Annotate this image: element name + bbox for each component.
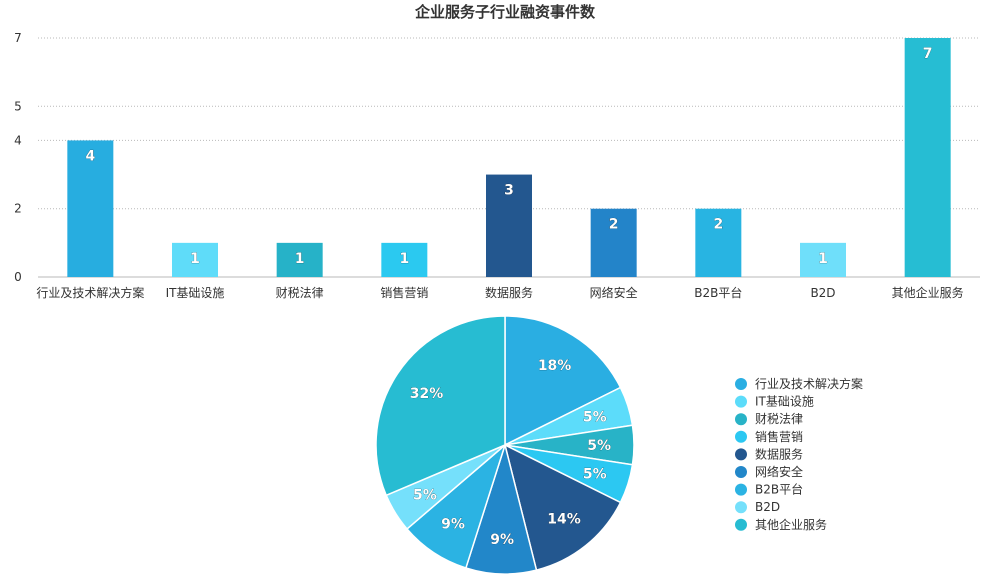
pie-slice-label: 9% bbox=[490, 532, 514, 548]
bar-value-label: 1 bbox=[399, 251, 409, 267]
bar-value-label: 1 bbox=[818, 251, 828, 267]
legend-marker bbox=[735, 483, 747, 496]
bar-value-label: 2 bbox=[713, 217, 723, 233]
legend-label: 销售营销 bbox=[755, 429, 803, 444]
legend-label: 行业及技术解决方案 bbox=[755, 376, 863, 391]
y-tick-label: 5 bbox=[14, 99, 22, 113]
pie-slice bbox=[375, 315, 506, 497]
pie-slice-label: 5% bbox=[583, 409, 607, 425]
y-tick-label: 4 bbox=[14, 133, 22, 147]
legend-marker bbox=[735, 378, 747, 390]
x-tick-label: 其他企业服务 bbox=[892, 285, 964, 300]
x-tick-label: 行业及技术解决方案 bbox=[36, 285, 144, 300]
bar-value-label: 1 bbox=[190, 251, 200, 267]
y-tick-label: 7 bbox=[14, 31, 22, 45]
bar-value-label: 1 bbox=[295, 251, 305, 267]
pie-slice-label: 18% bbox=[538, 358, 572, 374]
pie-slice-label: 5% bbox=[587, 438, 611, 454]
legend-label: 财税法律 bbox=[755, 412, 803, 426]
pie-slice bbox=[503, 443, 622, 572]
x-tick-label: 网络安全 bbox=[590, 285, 638, 300]
legend-label: 网络安全 bbox=[755, 464, 803, 479]
pie-slice-label: 14% bbox=[547, 511, 581, 527]
bar bbox=[67, 140, 114, 277]
legend-marker bbox=[735, 518, 747, 531]
pie-slice-label: 32% bbox=[410, 386, 444, 402]
pie-chart: 18%5%5%5%14%9%9%5%32% bbox=[375, 315, 635, 575]
bar-y-ticks: 0 2 4 5 7 bbox=[14, 31, 22, 284]
pie-slice-label: 5% bbox=[583, 467, 607, 483]
x-tick-label: 数据服务 bbox=[485, 285, 533, 300]
legend-label: B2D bbox=[755, 500, 780, 514]
bar-series: 4 1 1 1 3 2 2 1 7 bbox=[67, 38, 951, 277]
y-tick-label: 0 bbox=[14, 270, 22, 284]
bar bbox=[695, 208, 742, 277]
bar-value-label: 4 bbox=[85, 148, 95, 164]
legend-marker bbox=[735, 395, 747, 408]
x-tick-label: B2D bbox=[810, 286, 835, 300]
bar bbox=[381, 242, 428, 277]
pie-slice bbox=[504, 315, 622, 447]
legend-label: B2B平台 bbox=[755, 482, 803, 497]
legend-label: 其他企业服务 bbox=[755, 517, 827, 532]
legend-marker bbox=[735, 430, 747, 443]
bar bbox=[486, 174, 532, 277]
legend-label: IT基础设施 bbox=[755, 395, 814, 409]
bar bbox=[904, 38, 951, 277]
bar-value-label: 3 bbox=[504, 183, 514, 199]
x-tick-label: B2B平台 bbox=[694, 285, 742, 300]
bar-value-label: 2 bbox=[609, 217, 619, 233]
legend-marker bbox=[735, 466, 747, 478]
x-tick-label: 财税法律 bbox=[276, 286, 324, 300]
bar-value-label: 7 bbox=[923, 46, 933, 62]
x-tick-label: IT基础设施 bbox=[166, 286, 225, 300]
legend-marker bbox=[735, 448, 747, 461]
y-tick-label: 2 bbox=[14, 202, 22, 216]
x-tick-label: 销售营销 bbox=[380, 285, 428, 300]
bar bbox=[172, 242, 218, 277]
legend-marker bbox=[735, 501, 747, 514]
legend-label: 数据服务 bbox=[755, 446, 803, 461]
pie-slice-label: 9% bbox=[441, 517, 465, 533]
bar-x-labels: 行业及技术解决方案 IT基础设施 财税法律 销售营销 数据服务 网络安全 B2B平台 B2D 其… bbox=[36, 285, 963, 300]
chart-title: 企业服务子行业融资事件数 bbox=[414, 3, 596, 21]
pie-slice-label: 5% bbox=[413, 488, 437, 504]
legend-marker bbox=[735, 413, 747, 426]
bar bbox=[276, 242, 323, 277]
bar bbox=[800, 242, 846, 277]
bar bbox=[590, 208, 637, 277]
